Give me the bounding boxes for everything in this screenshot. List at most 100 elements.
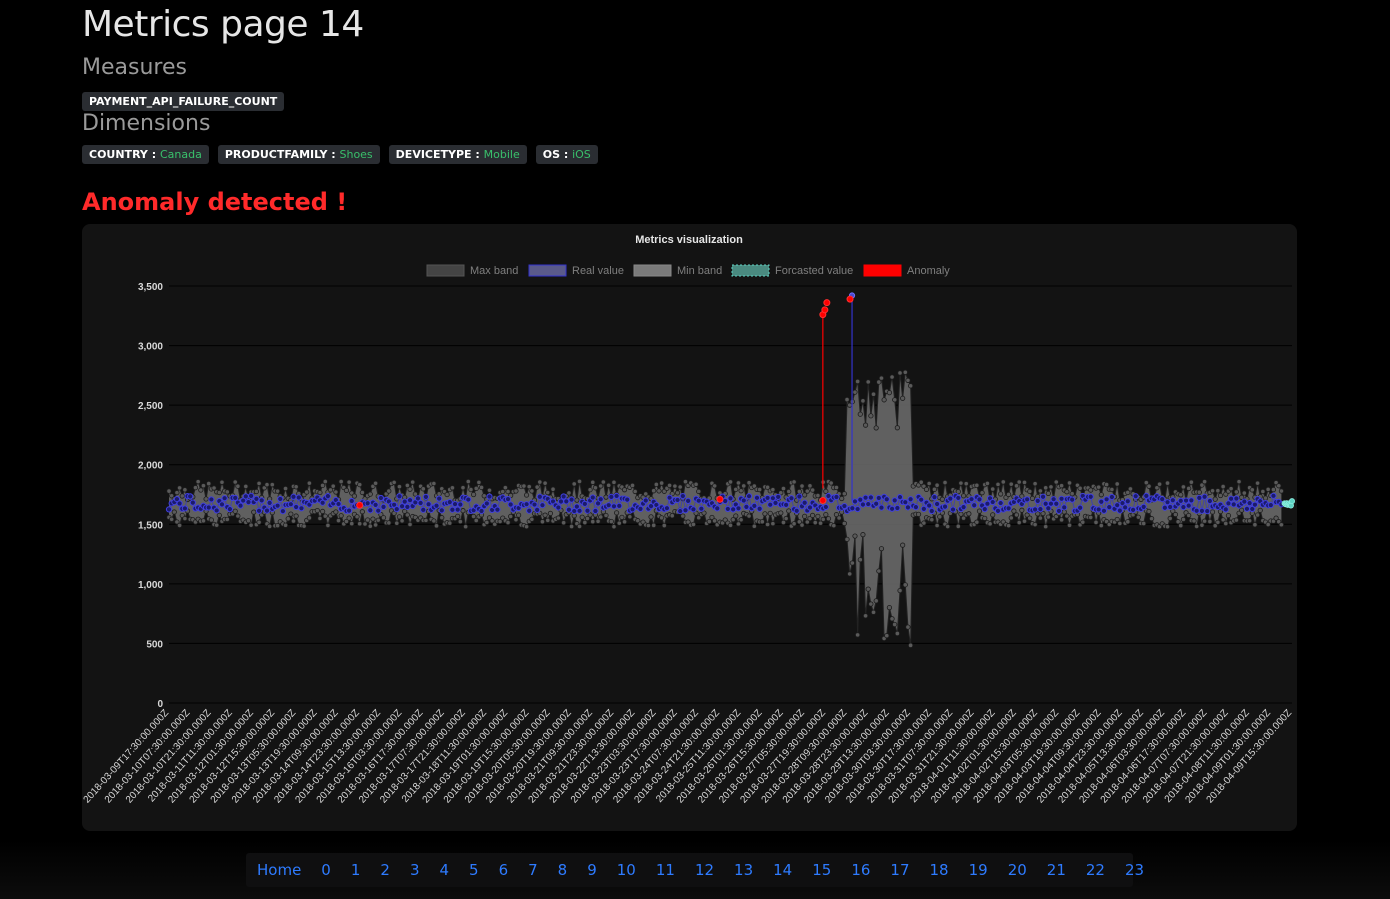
page-link-15[interactable]: 15 [812,861,832,879]
real-value-point [560,493,567,500]
legend-item-anomaly[interactable]: Anomaly [863,264,950,277]
dimension-badge-os: OS : iOS [535,145,598,164]
band-point [767,510,773,516]
band-point [1278,488,1285,494]
page-link-11[interactable]: 11 [655,861,675,879]
band-point [1239,494,1245,500]
page-link-18[interactable]: 18 [929,861,949,879]
band-point [733,486,739,493]
real-value-point [478,507,485,515]
band-point [447,520,453,526]
real-value-point [663,505,671,512]
band-point [1114,481,1120,487]
real-value-point [436,495,443,502]
band-point [982,515,988,521]
band-point [539,519,546,525]
band-point [306,515,312,521]
page-link-6[interactable]: 6 [498,861,509,879]
real-value-point [642,497,649,504]
real-value-point [319,499,326,506]
band-point [1175,519,1181,525]
real-value-point [1116,507,1123,514]
band-point [463,524,469,530]
page-link-19[interactable]: 19 [968,861,988,879]
band-point [764,484,771,490]
page-link-8[interactable]: 8 [557,861,568,879]
page-link-10[interactable]: 10 [616,861,636,879]
band-point [1172,511,1179,518]
band-point [611,524,617,530]
band-point [870,391,877,397]
band-point [606,482,612,488]
page-link-9[interactable]: 9 [587,861,597,879]
band-point [1127,486,1134,492]
page-link-3[interactable]: 3 [409,861,420,879]
page-link-16[interactable]: 16 [851,861,871,879]
band-point [176,522,183,528]
page-link-12[interactable]: 12 [694,861,715,879]
band-point [849,560,855,566]
real-value-point [248,492,255,499]
band-point [402,508,408,514]
legend-item-real-value[interactable]: Real value [528,264,624,277]
metrics-chart[interactable]: Metrics visualization Max band Real value M… [82,224,1297,831]
band-point [696,488,702,495]
band-point [232,508,238,514]
real-value-point [187,493,194,500]
band-point [306,480,312,486]
y-tick-label: 1,500 [138,520,163,531]
band-point [1032,481,1038,487]
page-link-17[interactable]: 17 [890,861,910,879]
legend-item-max-band[interactable]: Max band [426,264,518,277]
band-point [1260,488,1266,495]
real-value-point [1182,497,1190,504]
band-point [796,488,802,495]
band-point [987,521,993,527]
legend-item-min-band[interactable]: Min band [633,264,722,277]
page-link-20[interactable]: 20 [1007,861,1027,879]
real-value-point [918,496,925,503]
band-point [1191,518,1197,524]
band-point [1247,518,1253,524]
page-link-22[interactable]: 22 [1085,861,1105,879]
page-link-5[interactable]: 5 [469,861,479,879]
page-link-23[interactable]: 23 [1124,861,1145,879]
band-point [881,397,887,403]
band-point [870,609,877,615]
band-point [706,518,712,525]
band-point [833,484,840,491]
page-link-0[interactable]: 0 [321,861,331,879]
band-point [1220,517,1226,523]
band-point [804,488,810,494]
real-value-point [841,502,848,510]
dimension-value: Mobile [483,148,520,161]
chart-card: Metrics visualization Max band Real value M… [82,224,1297,831]
band-point [735,480,742,486]
page-link-1[interactable]: 1 [350,861,361,879]
page-link-2[interactable]: 2 [380,861,390,879]
legend-swatch [863,264,902,277]
page-link-4[interactable]: 4 [439,861,450,879]
real-value-point [677,508,684,515]
band-point [709,514,715,521]
dimension-value: Canada [159,148,202,161]
real-value-point [414,495,422,502]
band-point [568,523,575,530]
real-value-point [1177,497,1184,504]
real-value-point [949,506,957,513]
page-link-home[interactable]: Home [257,861,302,879]
band-point [958,511,964,517]
page-link-14[interactable]: 14 [773,861,793,879]
band-point [746,480,752,486]
page-link-13[interactable]: 13 [734,861,754,879]
real-value-point [714,505,721,512]
real-value-point [507,501,514,508]
legend-item-forcasted-value[interactable]: Forcasted value [731,264,853,277]
page-link-21[interactable]: 21 [1046,861,1066,879]
page-link-7[interactable]: 7 [528,861,538,879]
real-value-point [989,498,996,506]
real-value-point [1270,492,1277,499]
band-point [1135,514,1141,520]
real-value-point [581,500,588,507]
real-value-point [401,498,408,505]
